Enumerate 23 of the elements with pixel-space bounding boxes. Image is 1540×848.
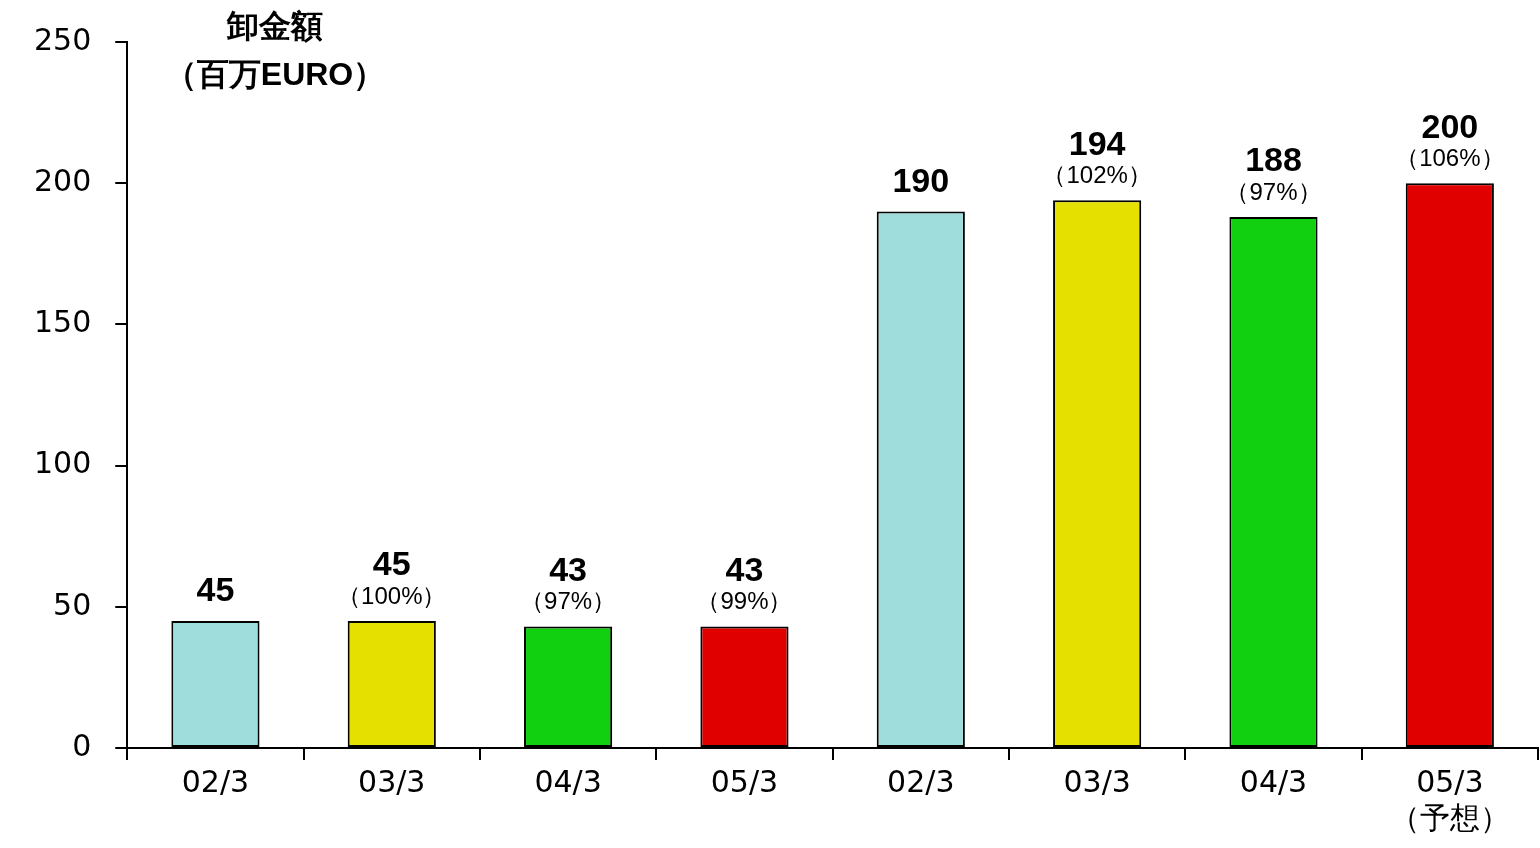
y-tick-label: 100 [34,445,92,481]
y-axis-title: 卸金額（百万EURO） [164,7,386,92]
data-label: 200 （106%） [1395,106,1505,171]
data-label: 194 （102%） [1042,123,1152,188]
x-tick-label: 03/3 [1063,763,1131,799]
x-tick-label: 03/3 [358,763,426,799]
y-tick-label: 250 [34,21,92,57]
data-label: 190 [892,160,950,199]
data-label: 188 （97%） [1225,140,1322,205]
y-tick-label: 0 [72,727,92,763]
y-tick-label: 150 [34,304,92,340]
x-tick-label: 02/3 [181,763,250,799]
x-tick-label: 04/3 [1239,763,1308,799]
data-label: 45 （100%） [337,544,447,609]
x-tick-label: 04/3 [534,763,602,799]
x-tick-label: 05/3 （予想） [1389,763,1510,835]
data-label: 43 （97%） [520,549,617,615]
data-label: 45 [196,570,235,609]
y-tick-label: 200 [34,163,92,198]
x-tick-label: 02/3 [887,763,955,799]
x-tick-label: 05/3 [710,763,779,799]
data-label: 43 （99%） [696,549,793,615]
y-tick-label: 50 [53,586,92,622]
